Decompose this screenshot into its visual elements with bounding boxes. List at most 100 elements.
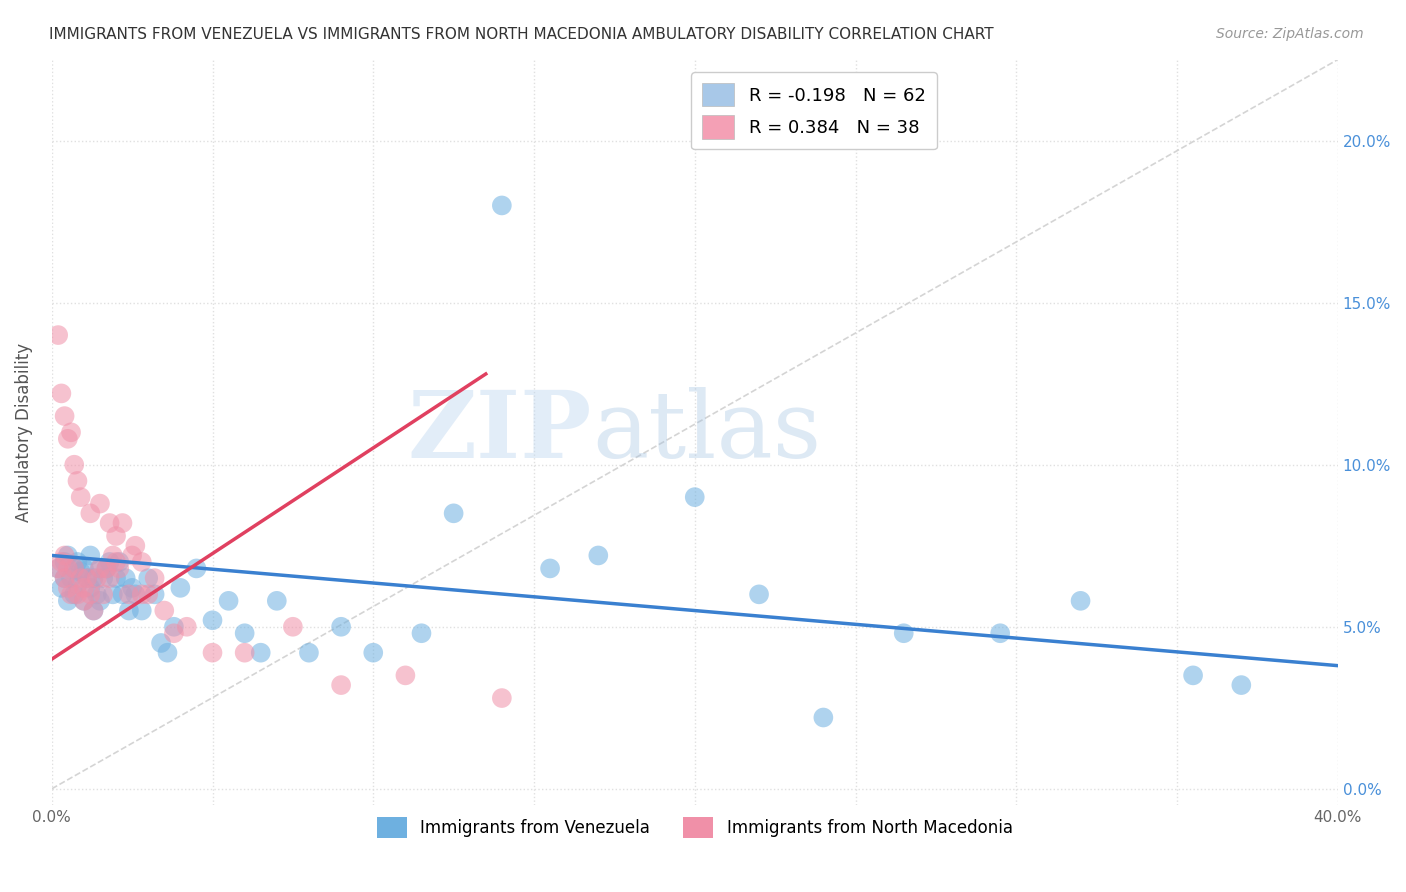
- Point: [83, 571, 105, 585]
- Point: [60, 587, 83, 601]
- Point: [89, 594, 111, 608]
- Point: [66, 555, 89, 569]
- Point: [118, 587, 141, 601]
- Point: [114, 571, 136, 585]
- Point: [105, 529, 128, 543]
- Point: [91, 587, 114, 601]
- Point: [56, 561, 79, 575]
- Point: [83, 603, 105, 617]
- Point: [56, 549, 79, 563]
- Point: [281, 620, 304, 634]
- Point: [169, 581, 191, 595]
- Point: [46, 328, 69, 343]
- Point: [79, 549, 101, 563]
- Point: [63, 458, 86, 472]
- Point: [101, 549, 124, 563]
- Point: [73, 581, 96, 595]
- Point: [76, 571, 98, 585]
- Point: [330, 678, 353, 692]
- Point: [988, 626, 1011, 640]
- Point: [66, 577, 89, 591]
- Point: [1230, 678, 1253, 692]
- Point: [63, 561, 86, 575]
- Point: [131, 555, 153, 569]
- Point: [53, 549, 76, 563]
- Point: [69, 571, 91, 585]
- Point: [201, 646, 224, 660]
- Point: [394, 668, 416, 682]
- Point: [1070, 594, 1092, 608]
- Point: [893, 626, 915, 640]
- Point: [124, 587, 146, 601]
- Point: [46, 561, 69, 575]
- Point: [79, 587, 101, 601]
- Point: [63, 587, 86, 601]
- Point: [588, 549, 610, 563]
- Text: IMMIGRANTS FROM VENEZUELA VS IMMIGRANTS FROM NORTH MACEDONIA AMBULATORY DISABILI: IMMIGRANTS FROM VENEZUELA VS IMMIGRANTS …: [49, 27, 994, 42]
- Point: [108, 555, 131, 569]
- Point: [86, 587, 108, 601]
- Point: [51, 555, 73, 569]
- Point: [46, 561, 69, 575]
- Point: [186, 561, 208, 575]
- Point: [411, 626, 433, 640]
- Point: [105, 555, 128, 569]
- Point: [105, 571, 128, 585]
- Point: [53, 555, 76, 569]
- Text: atlas: atlas: [592, 387, 821, 477]
- Point: [249, 646, 271, 660]
- Point: [53, 571, 76, 585]
- Point: [118, 603, 141, 617]
- Point: [218, 594, 240, 608]
- Point: [79, 506, 101, 520]
- Point: [330, 620, 353, 634]
- Point: [86, 571, 108, 585]
- Point: [813, 710, 835, 724]
- Point: [153, 603, 176, 617]
- Point: [201, 613, 224, 627]
- Point: [76, 571, 98, 585]
- Point: [96, 561, 118, 575]
- Point: [124, 539, 146, 553]
- Point: [98, 516, 121, 530]
- Point: [266, 594, 288, 608]
- Point: [143, 587, 166, 601]
- Point: [233, 626, 256, 640]
- Point: [98, 555, 121, 569]
- Point: [51, 386, 73, 401]
- Point: [361, 646, 384, 660]
- Point: [98, 571, 121, 585]
- Point: [66, 587, 89, 601]
- Y-axis label: Ambulatory Disability: Ambulatory Disability: [15, 343, 32, 522]
- Point: [66, 474, 89, 488]
- Point: [131, 587, 153, 601]
- Text: ZIP: ZIP: [408, 387, 592, 477]
- Point: [111, 516, 134, 530]
- Point: [121, 549, 143, 563]
- Point: [91, 571, 114, 585]
- Point: [163, 620, 186, 634]
- Point: [83, 603, 105, 617]
- Point: [101, 587, 124, 601]
- Point: [56, 581, 79, 595]
- Point: [233, 646, 256, 660]
- Point: [51, 581, 73, 595]
- Point: [298, 646, 321, 660]
- Point: [56, 594, 79, 608]
- Point: [73, 594, 96, 608]
- Point: [748, 587, 770, 601]
- Point: [73, 561, 96, 575]
- Point: [111, 587, 134, 601]
- Point: [136, 587, 159, 601]
- Point: [69, 565, 91, 579]
- Point: [176, 620, 198, 634]
- Point: [131, 603, 153, 617]
- Point: [79, 581, 101, 595]
- Point: [443, 506, 465, 520]
- Point: [89, 561, 111, 575]
- Point: [60, 571, 83, 585]
- Point: [53, 571, 76, 585]
- Point: [89, 561, 111, 575]
- Point: [121, 581, 143, 595]
- Point: [1182, 668, 1205, 682]
